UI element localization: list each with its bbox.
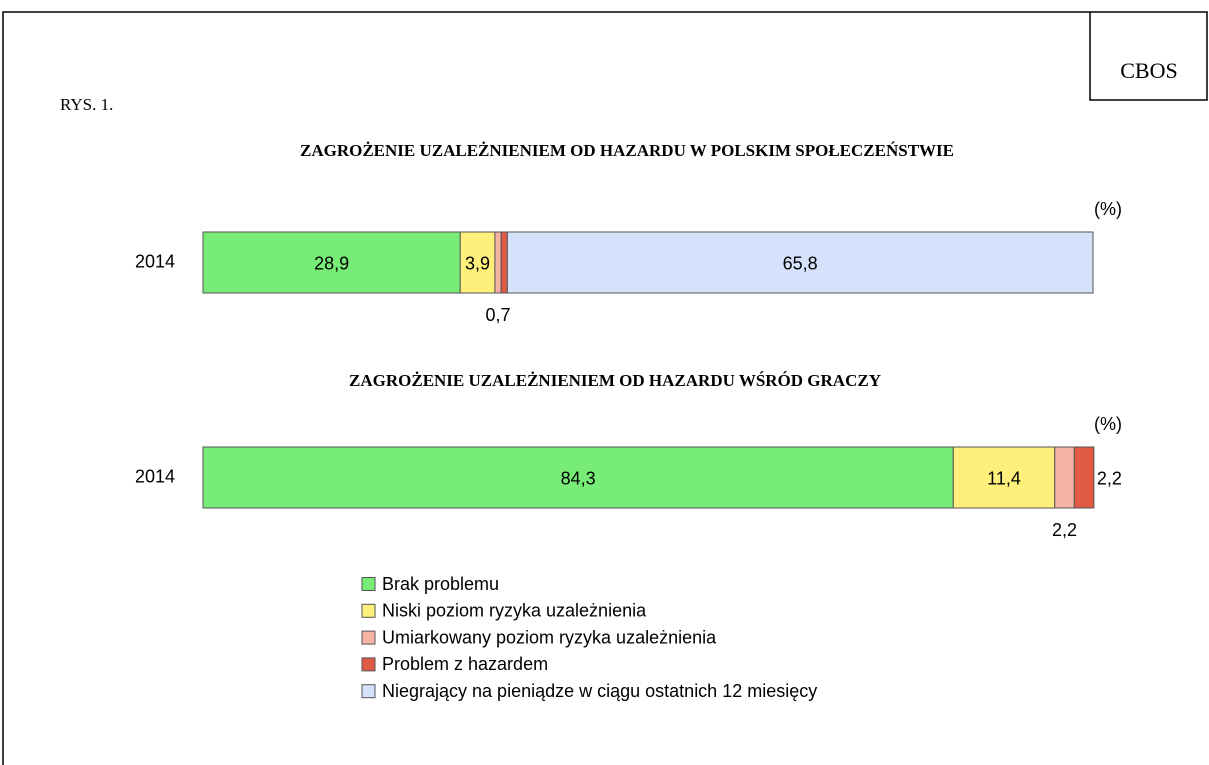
chart-title: ZAGROŻENIE UZALEŻNIENIEM OD HAZARDU WŚRÓ… bbox=[349, 371, 881, 390]
bar-segment bbox=[1054, 446, 1075, 509]
legend-swatch bbox=[361, 684, 376, 699]
value-label: 11,4 bbox=[987, 468, 1021, 488]
legend-label: Brak problemu bbox=[382, 574, 499, 594]
figure-label: RYS. 1. bbox=[60, 95, 113, 114]
category-label: 2014 bbox=[135, 251, 175, 271]
unit-label: (%) bbox=[1094, 199, 1122, 219]
bar-segment bbox=[494, 231, 502, 294]
unit-label: (%) bbox=[1094, 414, 1122, 434]
value-label: 65,8 bbox=[783, 253, 818, 273]
bar-segment bbox=[952, 446, 1056, 509]
brand: CBOS bbox=[1120, 58, 1177, 83]
bar-segment bbox=[202, 231, 461, 294]
value-label: 3,9 bbox=[465, 253, 490, 273]
value-label: 2,2 bbox=[1052, 520, 1077, 540]
legend-label: Niski poziom ryzyka uzależnienia bbox=[382, 601, 647, 621]
value-label: 84,3 bbox=[561, 468, 596, 488]
bar-segment bbox=[506, 231, 1094, 294]
legend-swatch bbox=[361, 630, 376, 645]
legend-swatch bbox=[361, 657, 376, 672]
value-label: 0,7 bbox=[486, 305, 511, 325]
bar-segment bbox=[202, 446, 954, 509]
chart-title: ZAGROŻENIE UZALEŻNIENIEM OD HAZARDU W PO… bbox=[300, 141, 954, 160]
legend-swatch bbox=[361, 577, 376, 591]
frame bbox=[2, 11, 1208, 765]
category-label: 2014 bbox=[135, 466, 175, 486]
bar-segment bbox=[500, 231, 508, 294]
legend-label: Umiarkowany poziom ryzyka uzależnienia bbox=[382, 627, 717, 647]
bar-segment bbox=[459, 231, 496, 294]
legend-swatch bbox=[361, 603, 376, 618]
value-label: 2,2 bbox=[1097, 468, 1122, 488]
legend-label: Problem z hazardem bbox=[382, 654, 548, 674]
legend-label: Niegrający na pieniądze w ciągu ostatnic… bbox=[382, 681, 817, 701]
value-label: 28,9 bbox=[314, 253, 349, 273]
bar-segment bbox=[1073, 446, 1095, 509]
